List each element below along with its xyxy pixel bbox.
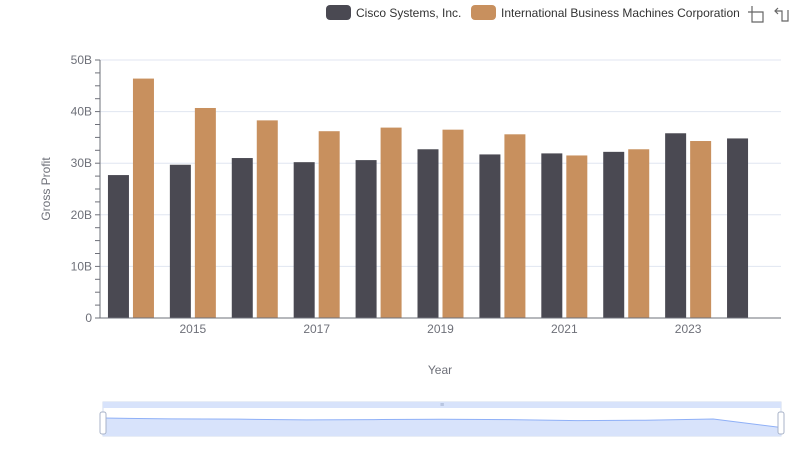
x-tick-label: 2021 <box>551 322 578 336</box>
y-tick-label: 40B <box>71 105 92 119</box>
bar-cisco-2014[interactable] <box>107 175 129 318</box>
legend-label-ibm[interactable]: International Business Machines Corporat… <box>501 6 740 20</box>
zoom-icon[interactable] <box>748 6 764 23</box>
slider-preview-area <box>103 418 781 436</box>
restore-icon[interactable] <box>774 7 789 22</box>
bar-ibm-2014[interactable] <box>132 78 154 319</box>
bar-cisco-2018[interactable] <box>355 160 377 318</box>
bar-cisco-2019[interactable] <box>417 149 439 318</box>
slider-move-handle[interactable] <box>103 402 781 408</box>
slider-preview-line <box>102 417 782 429</box>
y-tick-label: 20B <box>71 208 92 222</box>
axes: 0 10B 20B 30B 40B 50B 2015 2017 2019 2021 2023 <box>71 53 781 336</box>
bar-ibm-2023[interactable] <box>690 141 712 318</box>
slider-grip-icon[interactable]: ≡ <box>440 402 444 409</box>
bar-cisco-2016[interactable] <box>231 158 253 318</box>
x-tick-label: 2017 <box>303 322 330 336</box>
y-tick-label: 30B <box>71 156 92 170</box>
slider-right-handle[interactable] <box>777 411 785 435</box>
slider-left-handle[interactable] <box>99 411 107 435</box>
bar-ibm-2015[interactable] <box>194 107 216 318</box>
bar-cisco-2023[interactable] <box>665 133 687 318</box>
bar-ibm-2019[interactable] <box>442 129 464 318</box>
bar-cisco-2020[interactable] <box>479 154 501 318</box>
bar-cisco-2021[interactable] <box>541 153 563 318</box>
y-axis-title: Gross Profit <box>39 157 53 221</box>
x-tick-label: 2015 <box>180 322 207 336</box>
legend-label-cisco[interactable]: Cisco Systems, Inc. <box>356 6 461 20</box>
bar-ibm-2016[interactable] <box>256 120 278 318</box>
bar-cisco-2022[interactable] <box>603 151 625 318</box>
y-tick-label: 50B <box>71 53 92 67</box>
bar-ibm-2022[interactable] <box>628 149 650 318</box>
bar-ibm-2021[interactable] <box>566 155 588 318</box>
x-tick-label: 2023 <box>675 322 702 336</box>
legend-swatch-ibm[interactable] <box>471 5 496 20</box>
x-tick-label: 2019 <box>427 322 454 336</box>
bar-cisco-2015[interactable] <box>169 164 191 318</box>
y-tick-label: 0 <box>85 311 92 325</box>
bar-ibm-2020[interactable] <box>504 134 526 318</box>
bar-ibm-2017[interactable] <box>318 131 340 318</box>
y-tick-label: 10B <box>71 259 92 273</box>
x-axis-title: Year <box>428 363 452 377</box>
bars <box>107 78 749 319</box>
legend[interactable]: Cisco Systems, Inc. International Busine… <box>326 5 740 20</box>
legend-swatch-cisco[interactable] <box>326 5 351 20</box>
bar-cisco-2017[interactable] <box>293 162 315 318</box>
bar-cisco-2024[interactable] <box>727 138 749 318</box>
bar-ibm-2018[interactable] <box>380 127 402 318</box>
data-zoom-slider[interactable]: ≡ <box>99 401 785 437</box>
